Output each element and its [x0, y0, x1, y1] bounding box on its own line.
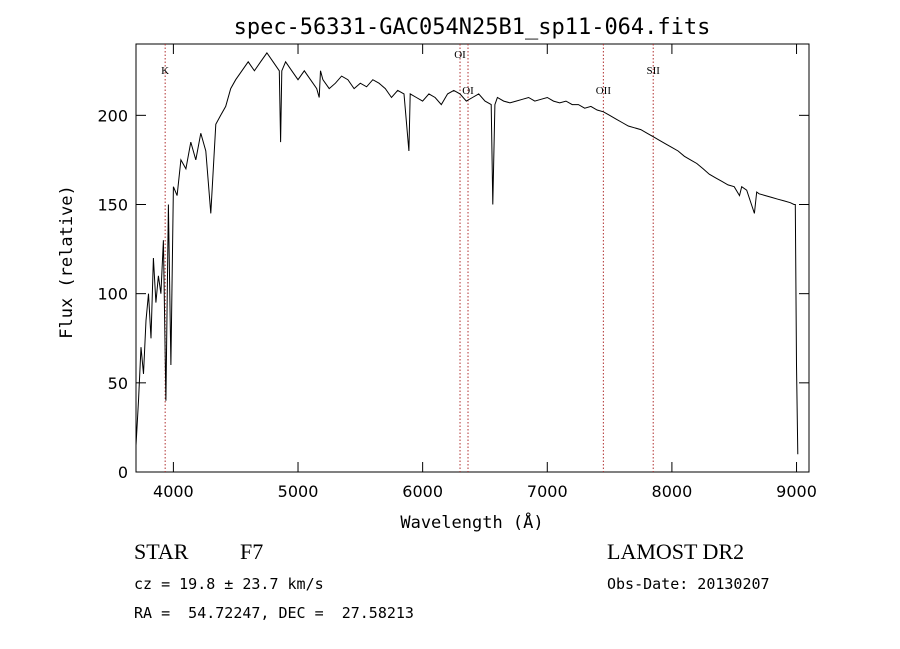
line-marker-label: SII	[646, 65, 660, 77]
line-markers: K OI OI OII SII	[161, 44, 660, 472]
x-tick-label: 5000	[278, 482, 319, 501]
x-tick-label: 8000	[652, 482, 693, 501]
x-axis-label: Wavelength (Å)	[400, 511, 543, 533]
redshift-cz: cz = 19.8 ± 23.7 km/s	[134, 575, 324, 593]
x-axis: 4000 5000 6000 7000 8000 9000	[153, 44, 817, 501]
y-axis-label: Flux (relative)	[57, 185, 77, 339]
x-tick-label: 9000	[776, 482, 817, 501]
line-marker-label: OII	[596, 85, 612, 97]
object-subclass: F7	[240, 539, 264, 564]
x-tick-label: 4000	[153, 482, 194, 501]
plot-frame	[135, 43, 810, 473]
x-tick-label: 6000	[402, 482, 443, 501]
y-tick-label: 100	[97, 285, 128, 304]
line-marker-label: OI	[462, 85, 474, 97]
sky-coordinates: RA = 54.72247, DEC = 27.58213	[134, 604, 414, 622]
y-tick-label: 0	[118, 463, 128, 482]
y-axis: 0 50 100 150 200	[97, 106, 809, 482]
line-marker-label: K	[161, 65, 169, 77]
spectrum-line	[135, 52, 799, 455]
y-tick-label: 200	[97, 106, 128, 125]
y-tick-label: 50	[108, 374, 128, 393]
chart-title: spec-56331-GAC054N25B1_sp11-064.fits	[234, 15, 711, 40]
observation-date: Obs-Date: 20130207	[607, 575, 770, 593]
object-type: STAR	[134, 539, 189, 564]
survey-name: LAMOST DR2	[607, 539, 745, 564]
x-tick-label: 7000	[527, 482, 568, 501]
y-tick-label: 150	[97, 196, 128, 215]
line-marker-label: OI	[454, 49, 466, 61]
